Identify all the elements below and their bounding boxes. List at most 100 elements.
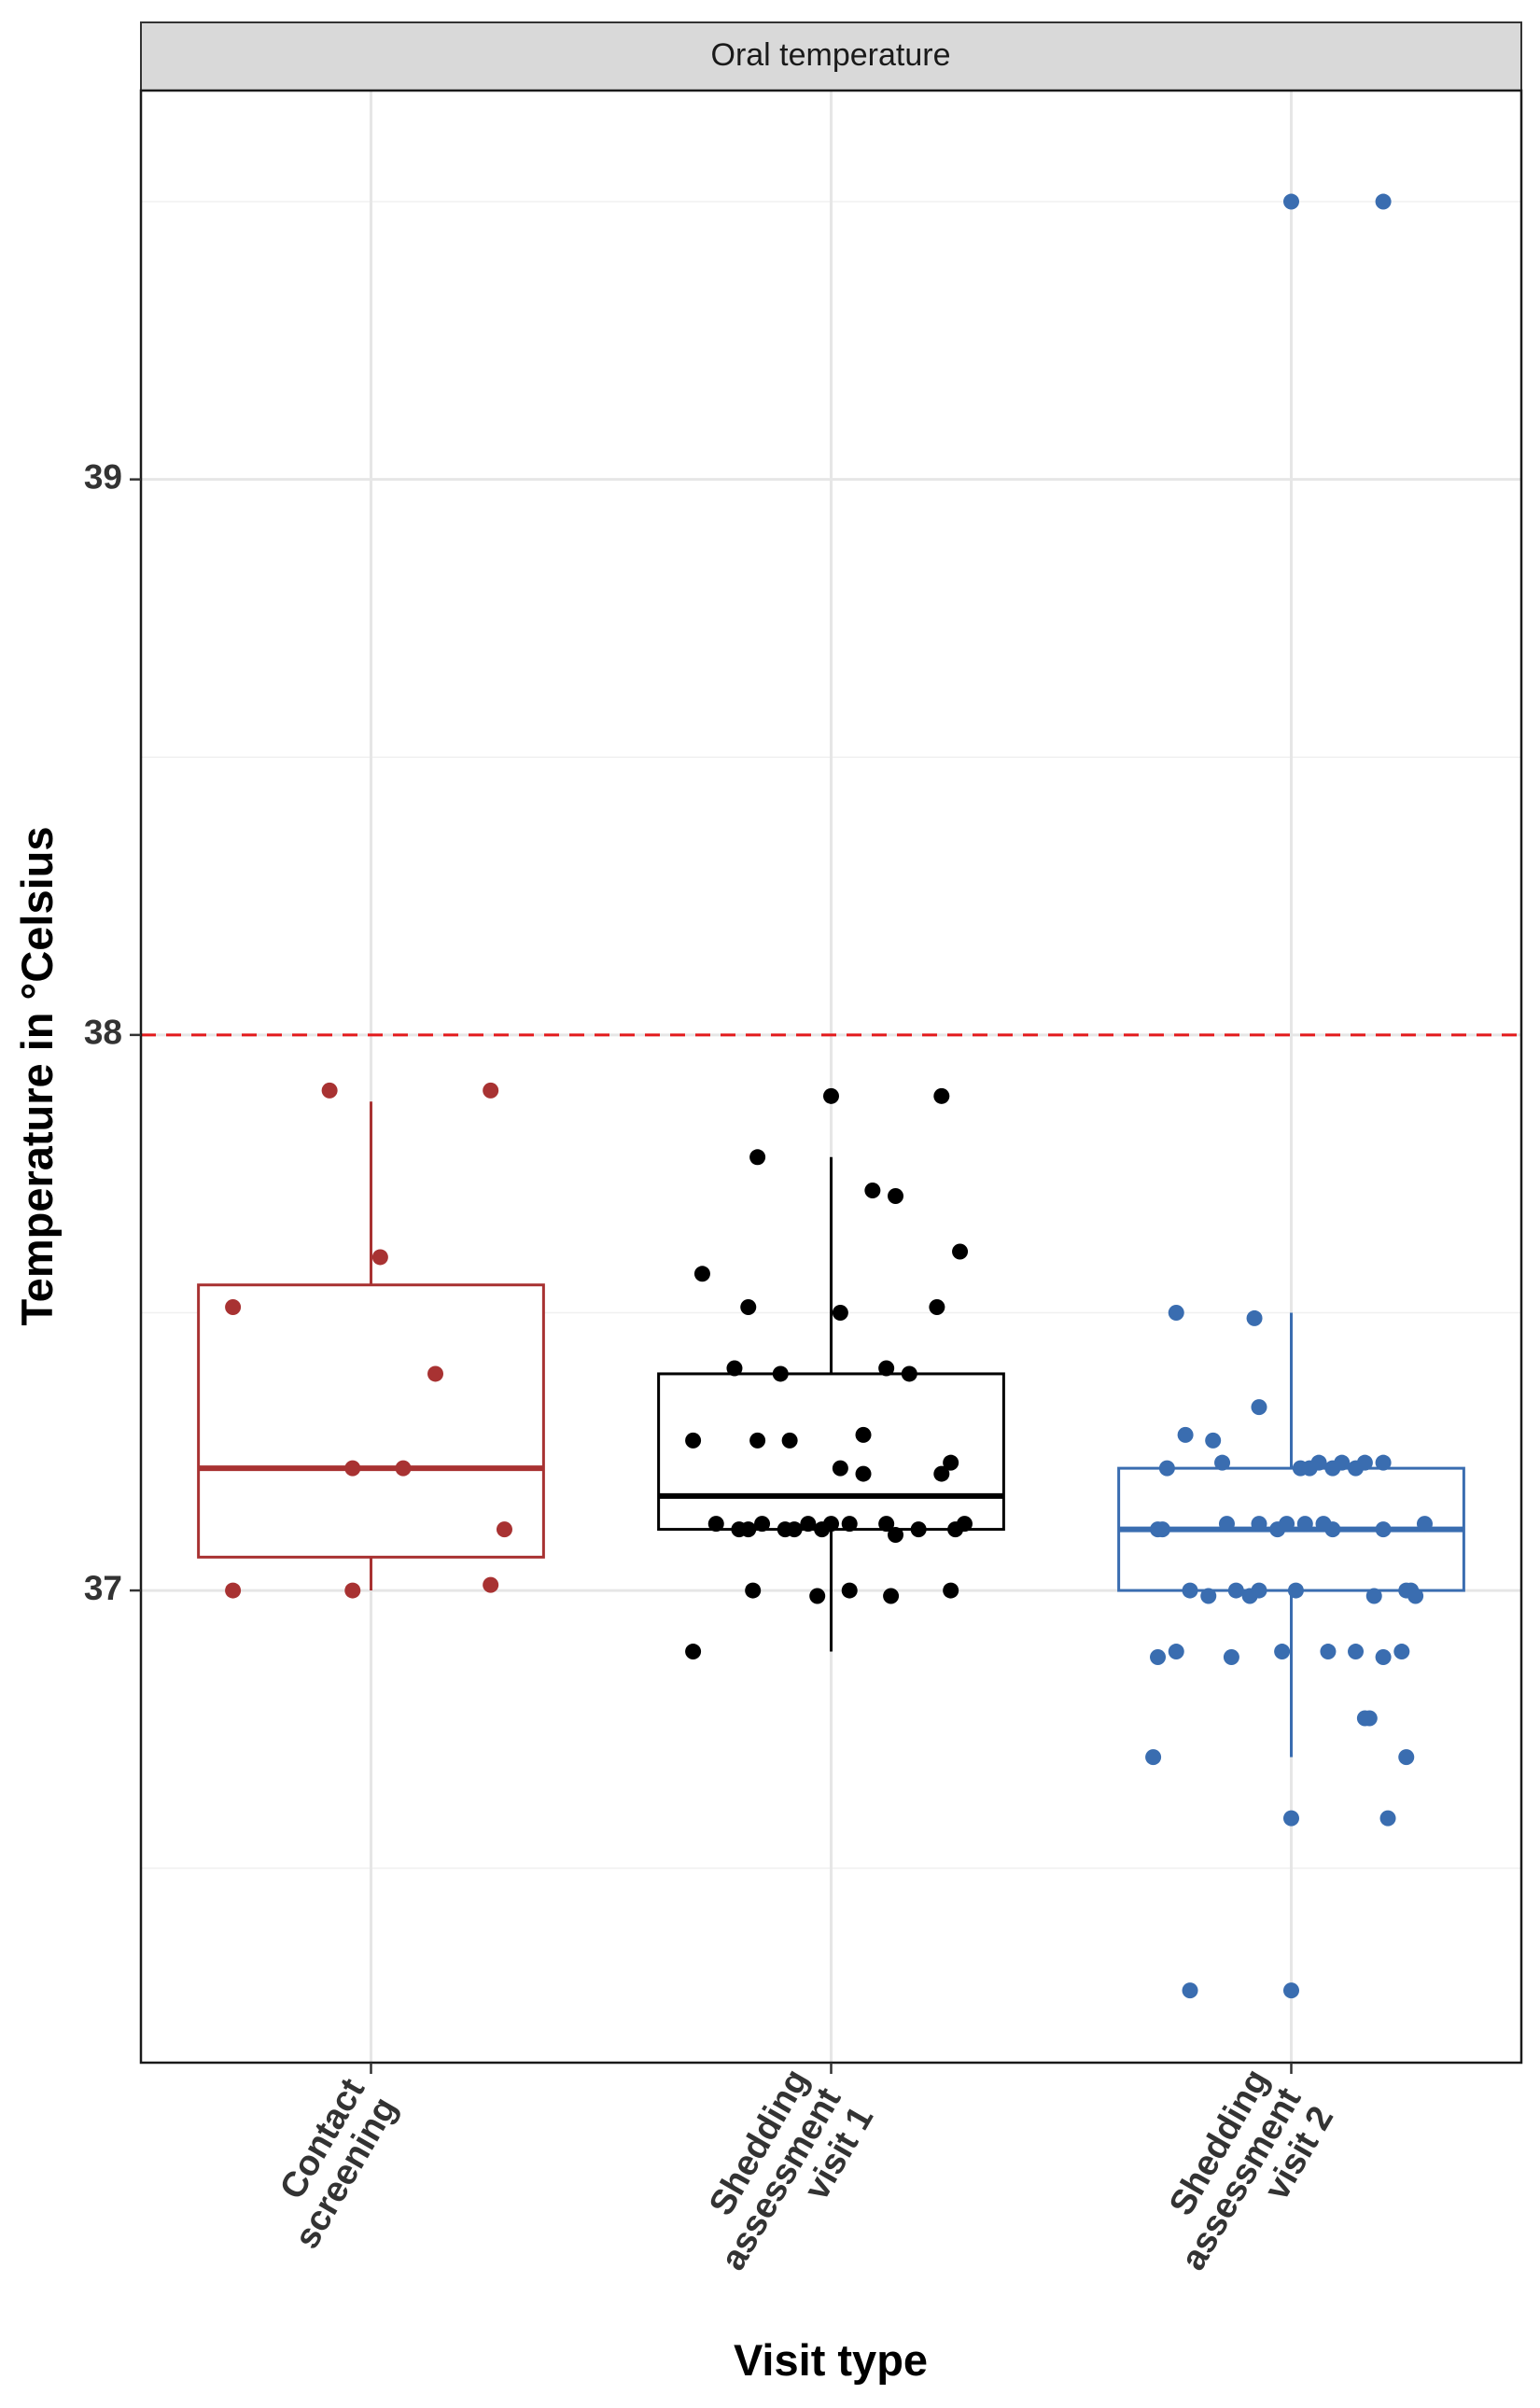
data-point	[745, 1582, 762, 1599]
data-point	[1407, 1588, 1424, 1604]
data-point	[1274, 1644, 1291, 1660]
data-point	[952, 1243, 969, 1260]
data-point	[395, 1460, 412, 1477]
x-axis-title: Visit type	[734, 2335, 928, 2385]
data-point	[841, 1582, 858, 1599]
data-point	[483, 1576, 499, 1593]
data-point	[781, 1432, 798, 1449]
data-point	[1379, 1810, 1396, 1827]
data-point	[740, 1299, 757, 1316]
data-point	[225, 1299, 242, 1316]
data-point	[1218, 1516, 1235, 1533]
data-point	[1356, 1454, 1373, 1471]
data-point	[749, 1432, 766, 1449]
jittered-points	[225, 193, 1433, 1999]
data-point	[1251, 1516, 1267, 1533]
data-point	[1416, 1516, 1433, 1533]
x-axis-ticks: Contactscreening Sheddingassessmentvisit …	[255, 2063, 1342, 2296]
data-point	[883, 1588, 900, 1604]
data-point	[1182, 1982, 1198, 1999]
x-tick-label: Sheddingassessmentvisit 1	[681, 2063, 882, 2296]
data-point	[878, 1516, 895, 1533]
box-iqr	[657, 1372, 1005, 1532]
data-point	[1200, 1588, 1217, 1604]
data-point	[1177, 1426, 1194, 1443]
box-contact	[197, 1101, 545, 1591]
data-point	[1182, 1582, 1198, 1599]
strip-background	[140, 21, 1522, 91]
box-shed1	[657, 1156, 1005, 1652]
data-point	[754, 1516, 771, 1533]
data-point	[685, 1432, 702, 1449]
points-shed1	[685, 1087, 973, 1660]
x-tick-label: Sheddingassessmentvisit 2	[1141, 2063, 1342, 2296]
data-point	[1287, 1582, 1304, 1599]
data-point	[1375, 193, 1392, 210]
data-point	[1223, 1648, 1239, 1665]
data-point	[832, 1460, 848, 1477]
data-point	[772, 1365, 789, 1382]
data-point	[707, 1516, 724, 1533]
data-point	[1348, 1644, 1365, 1660]
data-point	[1145, 1749, 1162, 1766]
data-point	[1324, 1521, 1341, 1538]
data-point	[1375, 1521, 1392, 1538]
data-point	[749, 1149, 766, 1166]
data-point	[1214, 1454, 1231, 1471]
data-point	[933, 1465, 950, 1482]
points-contact	[225, 1082, 512, 1599]
data-point	[1168, 1644, 1184, 1660]
data-point	[1365, 1588, 1382, 1604]
data-point	[1320, 1644, 1337, 1660]
data-point	[1296, 1516, 1313, 1533]
data-point	[1279, 1516, 1295, 1533]
data-point	[344, 1460, 361, 1477]
data-point	[855, 1465, 872, 1482]
y-tick-label: 37	[84, 1569, 122, 1607]
data-point	[901, 1365, 917, 1382]
data-point	[832, 1304, 848, 1321]
y-axis-ticks: 37 38 39	[84, 457, 141, 1607]
data-point	[823, 1516, 839, 1533]
data-point	[1227, 1582, 1244, 1599]
data-point	[1154, 1521, 1170, 1538]
data-point	[809, 1588, 826, 1604]
data-point	[823, 1087, 839, 1104]
data-point	[855, 1426, 872, 1443]
data-point	[427, 1365, 444, 1382]
data-point	[943, 1454, 959, 1471]
data-point	[1283, 193, 1299, 210]
data-point	[344, 1582, 361, 1599]
data-point	[1205, 1432, 1222, 1449]
data-point	[1375, 1454, 1392, 1471]
y-axis-title: Temperature in °Celsius	[12, 826, 62, 1325]
data-point	[740, 1521, 757, 1538]
data-point	[1361, 1710, 1378, 1727]
data-point	[800, 1516, 817, 1533]
data-point	[929, 1299, 945, 1316]
y-tick-label: 39	[84, 457, 122, 496]
data-point	[1150, 1648, 1167, 1665]
x-tick-label: Contactscreening	[255, 2072, 405, 2256]
data-point	[786, 1521, 803, 1538]
facet-strip-label: Oral temperature	[711, 37, 951, 73]
data-point	[1393, 1644, 1410, 1660]
y-tick-label: 38	[84, 1014, 122, 1052]
data-point	[864, 1183, 881, 1199]
data-point	[841, 1516, 858, 1533]
data-point	[878, 1360, 895, 1377]
data-point	[933, 1087, 950, 1104]
data-point	[1251, 1399, 1267, 1416]
data-point	[321, 1082, 338, 1099]
data-point	[1310, 1454, 1327, 1471]
data-point	[726, 1360, 743, 1377]
data-point	[693, 1266, 710, 1282]
data-point	[910, 1521, 927, 1538]
data-point	[371, 1249, 388, 1266]
data-point	[1283, 1982, 1299, 1999]
data-point	[1283, 1810, 1299, 1827]
data-point	[888, 1187, 904, 1204]
data-point	[1398, 1749, 1415, 1766]
data-point	[1375, 1648, 1392, 1665]
data-point	[685, 1644, 702, 1660]
